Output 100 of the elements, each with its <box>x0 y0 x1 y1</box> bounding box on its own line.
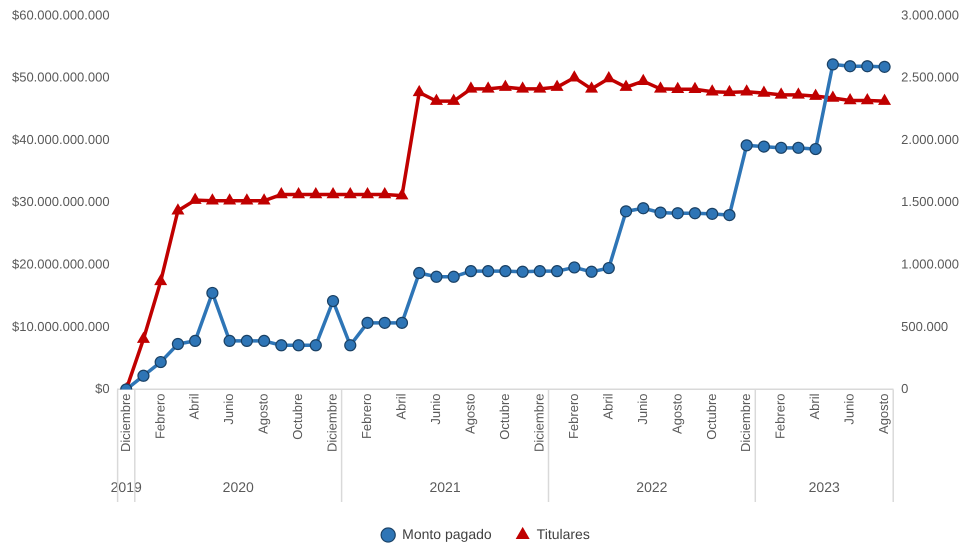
point <box>430 94 443 105</box>
point <box>258 334 270 348</box>
point <box>172 204 184 214</box>
point <box>516 266 529 278</box>
point <box>878 60 891 73</box>
point <box>310 339 322 352</box>
point <box>326 188 340 198</box>
point <box>844 60 856 72</box>
text: 2020 <box>222 478 254 495</box>
point <box>844 94 856 104</box>
point <box>723 85 736 96</box>
point <box>826 58 839 70</box>
point <box>688 82 702 94</box>
point <box>430 270 443 283</box>
point <box>637 74 650 85</box>
x-tick-label: Agosto <box>256 393 271 434</box>
point <box>240 334 253 348</box>
y-tick-label: $20.000.000.000 <box>12 256 110 272</box>
x-tick-label: Junio <box>221 393 236 425</box>
point <box>585 82 598 93</box>
point <box>654 206 667 219</box>
x-tick-label: Diciembre <box>324 393 340 452</box>
legend-label: Titulares <box>536 526 590 542</box>
y2-tick-label: 2.500.000 <box>901 70 960 85</box>
point <box>482 82 494 93</box>
point <box>878 94 891 105</box>
point <box>137 332 150 343</box>
x-tick-label: Febrero <box>359 393 374 440</box>
x-tick-label: Junio <box>842 393 857 425</box>
y2-tick-label: 1.500.000 <box>901 194 960 210</box>
y2-tick-label: 1.000.000 <box>901 256 960 272</box>
point <box>654 82 667 93</box>
point <box>620 205 632 218</box>
point <box>809 89 822 100</box>
point <box>292 188 305 198</box>
point <box>861 60 874 72</box>
point <box>740 84 753 96</box>
point <box>585 266 598 278</box>
point <box>154 356 167 368</box>
point <box>550 80 564 91</box>
point <box>137 370 150 382</box>
point <box>172 338 184 350</box>
point <box>826 91 839 102</box>
point <box>723 209 736 222</box>
point <box>602 262 615 274</box>
point <box>378 188 391 198</box>
point <box>775 142 788 154</box>
x-tick-label: Diciembre <box>118 393 133 452</box>
point <box>706 84 718 96</box>
x-tick-label: Junio <box>428 393 444 425</box>
x-tick-label: Febrero <box>152 393 168 440</box>
point <box>413 85 426 96</box>
x-tick-label: Febrero <box>772 393 788 440</box>
point <box>275 188 288 198</box>
point <box>378 316 391 329</box>
y2-tick-label: 0 <box>901 381 908 396</box>
point <box>516 82 529 93</box>
x-tick-label: Agosto <box>462 393 478 434</box>
point <box>448 94 460 105</box>
point <box>534 82 546 93</box>
point <box>568 70 580 82</box>
point <box>706 208 718 220</box>
x-tick-label: Abril <box>394 393 409 420</box>
point <box>344 339 356 352</box>
point <box>672 82 684 94</box>
y2-tick-label: 3.000.000 <box>901 7 960 22</box>
x-tick-label: Abril <box>600 393 616 420</box>
y2-tick-label: 2.000.000 <box>901 132 960 147</box>
y-tick-label: $30.000.000.000 <box>12 194 110 210</box>
point <box>396 188 408 200</box>
legend-label: Monto pagado <box>402 526 492 542</box>
x-tick-label: Agosto <box>876 393 892 434</box>
point <box>482 265 494 278</box>
point <box>534 265 546 278</box>
point <box>326 294 340 308</box>
point <box>861 94 874 104</box>
x-tick-label: Junio <box>634 393 650 425</box>
y-tick-label: $10.000.000.000 <box>12 318 110 334</box>
x-tick-label: Diciembre <box>738 393 754 452</box>
point <box>550 265 564 278</box>
point <box>792 142 804 154</box>
point <box>758 140 770 153</box>
point <box>464 265 478 278</box>
y-tick-label: $60.000.000.000 <box>12 7 110 22</box>
point <box>224 334 236 348</box>
x-tick-label: Octubre <box>290 393 306 440</box>
point <box>361 188 374 198</box>
point <box>775 88 788 99</box>
point <box>568 261 580 274</box>
y-tick-label: $50.000.000.000 <box>12 70 110 85</box>
point <box>344 188 356 198</box>
point <box>189 193 202 204</box>
point <box>499 265 512 278</box>
point <box>310 188 322 198</box>
x-tick-label: Febrero <box>566 393 581 440</box>
point <box>223 194 236 205</box>
point <box>292 339 305 352</box>
y-tick-label: $0 <box>95 381 110 396</box>
point <box>758 86 770 97</box>
point <box>154 274 167 286</box>
